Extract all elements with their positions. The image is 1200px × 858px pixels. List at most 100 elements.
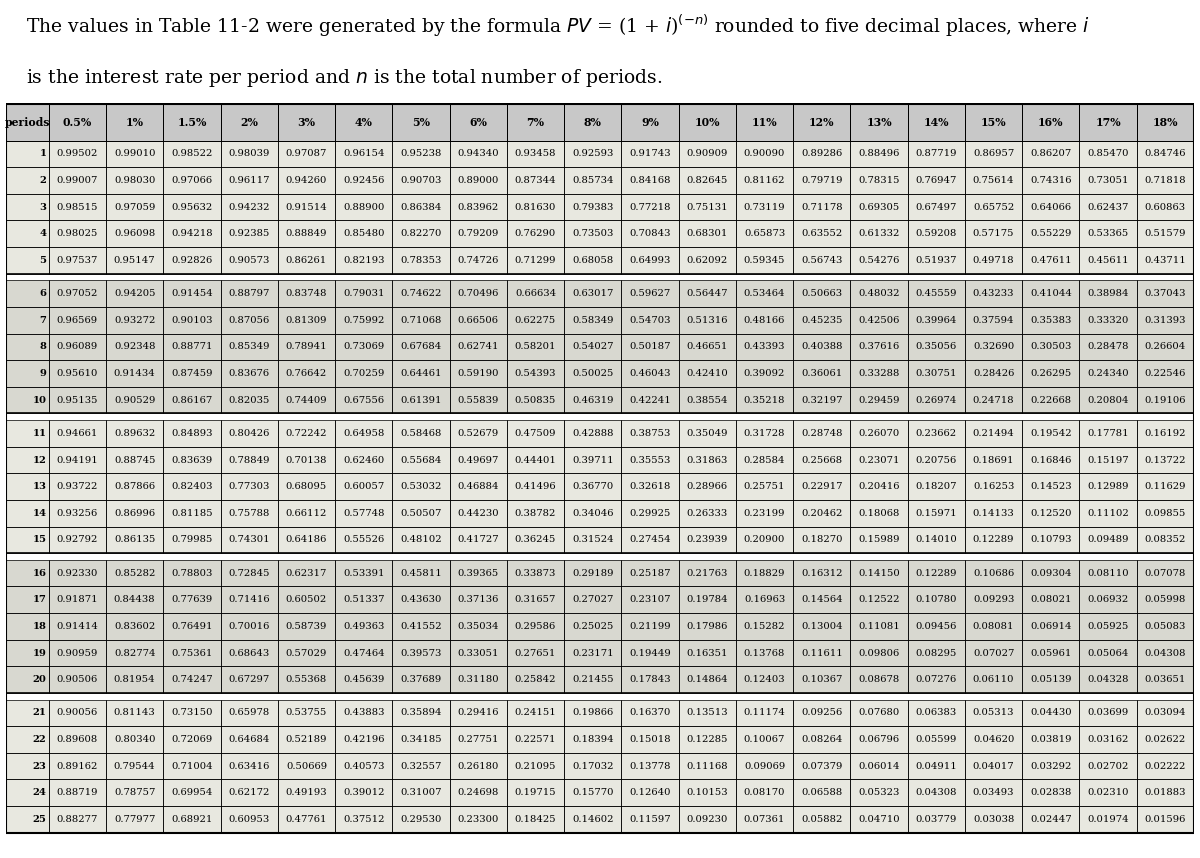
Bar <box>907 500 965 527</box>
Bar <box>1022 334 1080 360</box>
Bar <box>49 194 106 221</box>
Text: 0.81185: 0.81185 <box>172 509 212 517</box>
Bar <box>392 752 450 779</box>
Bar <box>793 447 851 474</box>
Bar <box>6 221 49 247</box>
Bar <box>6 752 49 779</box>
Bar <box>450 167 506 194</box>
Bar <box>907 420 965 447</box>
Bar <box>851 281 907 307</box>
Bar <box>622 387 679 414</box>
Text: 0.31728: 0.31728 <box>744 429 785 438</box>
Text: 0.66506: 0.66506 <box>457 316 499 325</box>
Bar <box>278 221 335 247</box>
Bar <box>49 587 106 613</box>
Bar <box>1136 699 1194 726</box>
Text: 13%: 13% <box>866 117 892 128</box>
Bar <box>163 307 221 334</box>
Text: 0.08170: 0.08170 <box>744 789 785 797</box>
Text: 0.88900: 0.88900 <box>343 202 384 212</box>
Text: 0.93458: 0.93458 <box>515 149 557 159</box>
Text: 0.11629: 0.11629 <box>1145 482 1186 491</box>
Text: 0.57748: 0.57748 <box>343 509 384 517</box>
Text: 0.55229: 0.55229 <box>1030 229 1072 239</box>
Bar <box>851 699 907 726</box>
Bar <box>1022 387 1080 414</box>
Text: 0.63552: 0.63552 <box>802 229 842 239</box>
Text: 14: 14 <box>32 509 47 517</box>
Text: 0.26974: 0.26974 <box>916 396 958 405</box>
Bar <box>622 806 679 832</box>
Text: 0.91454: 0.91454 <box>172 289 212 298</box>
Bar <box>965 105 1022 141</box>
Text: 0.94232: 0.94232 <box>228 202 270 212</box>
Text: 0.43711: 0.43711 <box>1145 256 1187 265</box>
Text: 0.64461: 0.64461 <box>401 369 442 378</box>
Bar <box>392 281 450 307</box>
Text: 0.72845: 0.72845 <box>228 569 270 577</box>
Text: 0.42241: 0.42241 <box>629 396 671 405</box>
Bar <box>679 640 736 667</box>
Text: 0.84893: 0.84893 <box>172 429 212 438</box>
Bar <box>622 500 679 527</box>
Bar <box>49 307 106 334</box>
Bar <box>1136 726 1194 752</box>
Bar <box>679 447 736 474</box>
Bar <box>622 613 679 640</box>
Text: 0.66634: 0.66634 <box>515 289 556 298</box>
Text: 0.48102: 0.48102 <box>400 535 442 544</box>
Text: 0.26604: 0.26604 <box>1145 342 1186 352</box>
Text: 0.83676: 0.83676 <box>229 369 270 378</box>
Bar <box>1136 281 1194 307</box>
Bar <box>6 447 49 474</box>
Text: 0.89632: 0.89632 <box>114 429 155 438</box>
Bar <box>392 726 450 752</box>
Text: 0.09304: 0.09304 <box>1030 569 1072 577</box>
Text: 0.25025: 0.25025 <box>572 622 613 631</box>
Bar <box>6 527 49 553</box>
Bar <box>6 105 1194 141</box>
Text: 0.51937: 0.51937 <box>916 256 958 265</box>
Bar <box>506 387 564 414</box>
Bar <box>106 640 163 667</box>
Bar <box>450 527 506 553</box>
Text: 0.04710: 0.04710 <box>858 815 900 824</box>
Text: 0.33051: 0.33051 <box>457 649 499 657</box>
Text: 0.85734: 0.85734 <box>572 176 613 185</box>
Bar <box>392 420 450 447</box>
Text: 0.90103: 0.90103 <box>172 316 212 325</box>
Bar <box>106 420 163 447</box>
Bar <box>679 167 736 194</box>
Bar <box>564 360 622 387</box>
Text: 0.40573: 0.40573 <box>343 762 384 770</box>
Text: 0.94340: 0.94340 <box>457 149 499 159</box>
Text: 0.12989: 0.12989 <box>1087 482 1129 491</box>
Bar <box>6 667 1194 693</box>
Text: 0.05313: 0.05313 <box>973 709 1014 717</box>
Text: 0.22668: 0.22668 <box>1031 396 1072 405</box>
Bar <box>1080 500 1136 527</box>
Text: 0.43630: 0.43630 <box>401 595 442 604</box>
Text: 0.06914: 0.06914 <box>1030 622 1072 631</box>
Bar <box>907 387 965 414</box>
Bar <box>1080 281 1136 307</box>
Text: 0.94205: 0.94205 <box>114 289 156 298</box>
Bar <box>1136 420 1194 447</box>
Bar <box>221 360 278 387</box>
Bar <box>965 194 1022 221</box>
Text: 0.49363: 0.49363 <box>343 622 384 631</box>
Text: 0.23300: 0.23300 <box>457 815 499 824</box>
Text: 0.27651: 0.27651 <box>515 649 556 657</box>
Text: 0.97087: 0.97087 <box>286 149 328 159</box>
Text: 0.73069: 0.73069 <box>343 342 384 352</box>
Text: 0.35553: 0.35553 <box>629 456 671 464</box>
Text: 0.75131: 0.75131 <box>686 202 728 212</box>
Bar <box>622 307 679 334</box>
Text: 0.31863: 0.31863 <box>686 456 728 464</box>
Text: 0.10367: 0.10367 <box>802 675 842 684</box>
Bar <box>907 221 965 247</box>
Bar <box>736 247 793 274</box>
Text: 7%: 7% <box>527 117 545 128</box>
Text: 11: 11 <box>32 429 47 438</box>
Text: 0.11597: 0.11597 <box>629 815 671 824</box>
